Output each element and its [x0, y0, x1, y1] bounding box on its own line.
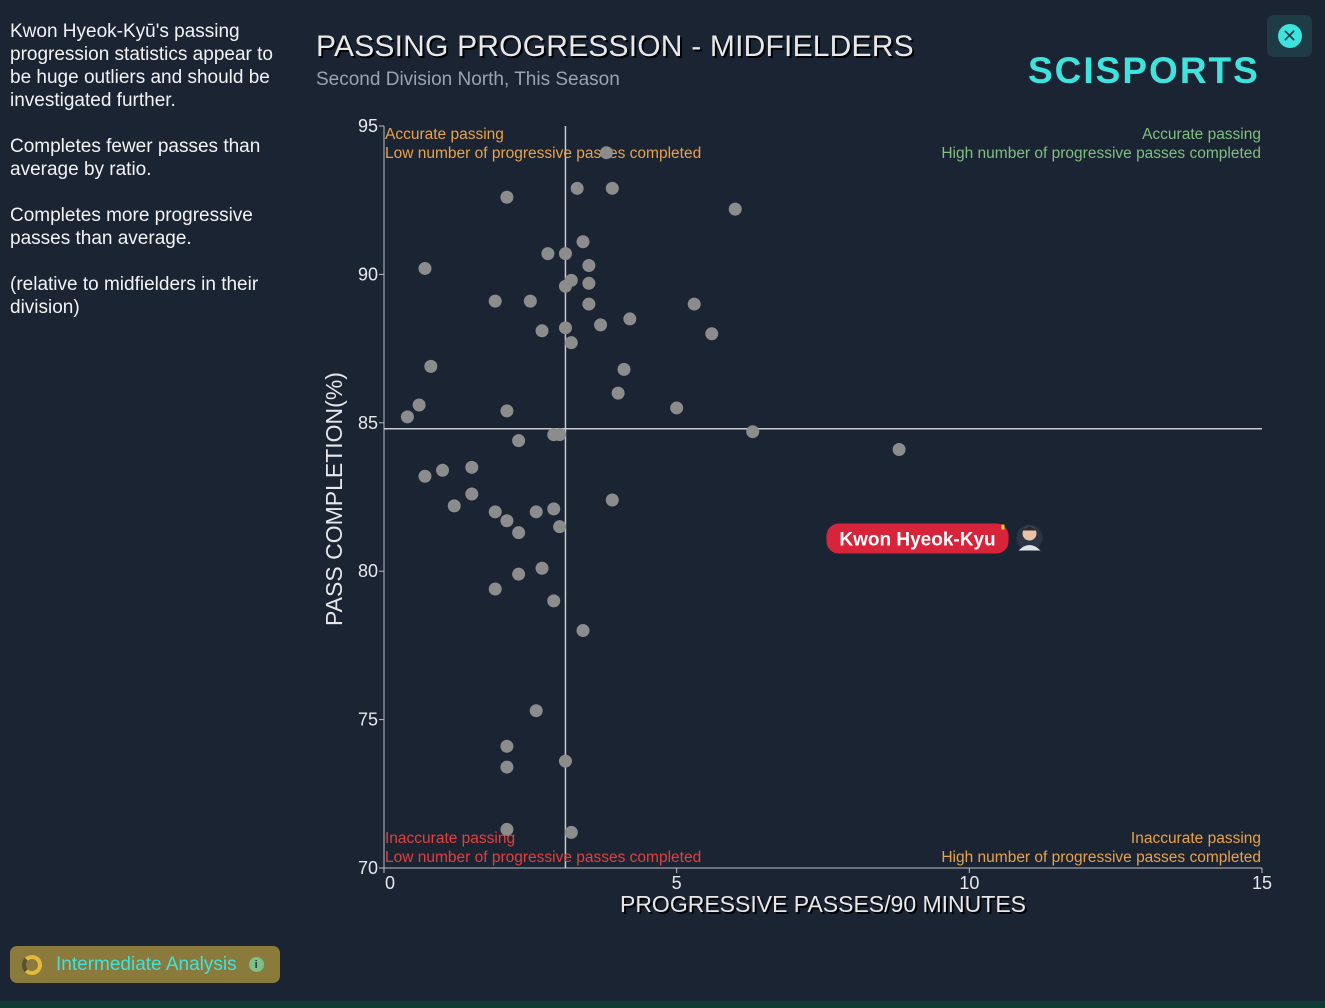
quadrant-label-bottom-left: Low number of progressive passes complet… [385, 849, 701, 866]
quadrant-label-top-left: Accurate passing [385, 126, 504, 143]
info-icon[interactable]: i [248, 957, 264, 972]
data-point [547, 594, 561, 608]
data-point [582, 276, 596, 290]
data-point [576, 235, 590, 249]
data-point [599, 146, 613, 160]
data-point [541, 247, 555, 261]
y-tick-label: 90 [358, 264, 378, 284]
data-point [535, 561, 549, 575]
close-button[interactable]: ✕ [1267, 15, 1312, 57]
close-circle-icon: ✕ [1277, 24, 1302, 48]
data-point [436, 463, 450, 477]
data-point [412, 398, 426, 412]
data-point [488, 582, 502, 596]
data-point [500, 404, 514, 418]
data-point [500, 822, 514, 836]
data-point [558, 279, 572, 293]
chart-title: PASSING PROGRESSION - MIDFIELDERS [316, 30, 914, 63]
quadrant-label-top-right: Accurate passing [1142, 126, 1261, 143]
data-point [500, 514, 514, 528]
data-point [512, 434, 526, 448]
insight-completion-text: Completes fewer passes than average by r… [10, 136, 261, 180]
insight-outlier-text: Kwon Hyeok-Kyū's passing progression st… [10, 21, 273, 111]
data-point [488, 294, 502, 308]
data-point [705, 327, 719, 341]
bottom-border [0, 1001, 1325, 1008]
data-point [611, 386, 625, 400]
data-point [570, 181, 584, 195]
data-point [728, 202, 742, 216]
data-point [564, 336, 578, 350]
badge-label: Intermediate Analysis [56, 953, 237, 975]
chart-subtitle: Second Division North, This Season [316, 69, 620, 90]
avatar-hair [1022, 526, 1037, 531]
highlight-marker-icon [1001, 524, 1005, 530]
y-tick-label: 95 [358, 116, 378, 136]
y-tick-label: 70 [358, 858, 378, 878]
quadrant-label-bottom-right: High number of progressive passes comple… [941, 849, 1261, 866]
data-point [892, 443, 906, 457]
data-point [418, 469, 432, 483]
data-point [512, 526, 526, 540]
insight-context-text: (relative to midfielders in their divisi… [10, 274, 259, 318]
data-point [594, 318, 608, 332]
data-point [465, 487, 479, 501]
data-point [623, 312, 637, 326]
x-tick-label: 5 [672, 873, 682, 893]
data-point [488, 505, 502, 519]
data-point [400, 410, 414, 424]
data-point [529, 704, 543, 718]
data-point [553, 428, 567, 442]
data-point [500, 190, 514, 204]
data-point [523, 294, 537, 308]
data-point [558, 247, 572, 261]
quadrant-label-bottom-left: Inaccurate passing [385, 830, 515, 847]
scisports-logo: SCISPORTS [1028, 50, 1260, 91]
y-tick-label: 85 [358, 413, 378, 433]
quadrant-label-top-left: Low number of progressive passes complet… [385, 145, 701, 162]
data-point [564, 825, 578, 839]
progress-ring-icon [22, 954, 42, 975]
data-point [558, 321, 572, 335]
data-point [447, 499, 461, 513]
y-tick-label: 80 [358, 561, 378, 581]
x-tick-label: 15 [1252, 873, 1272, 893]
data-point [547, 502, 561, 516]
data-point [512, 567, 526, 581]
insight-panel: Kwon Hyeok-Kyū's passing progression st… [10, 20, 295, 342]
data-point [500, 760, 514, 774]
data-point [582, 258, 596, 272]
x-tick-label: 0 [385, 873, 395, 893]
y-axis-label: PASS COMPLETION(%) [321, 372, 347, 626]
data-point [465, 460, 479, 474]
data-point [529, 505, 543, 519]
data-point [576, 624, 590, 638]
insight-progressive-text: Completes more progressive passes than a… [10, 205, 253, 249]
data-point [558, 754, 572, 768]
data-point [687, 297, 701, 311]
x-axis-label: PROGRESSIVE PASSES/90 MINUTES [620, 891, 1026, 917]
data-point [418, 261, 432, 275]
data-point [424, 359, 438, 373]
data-point [746, 425, 760, 439]
data-point [670, 401, 684, 415]
avatar-shirt [1018, 545, 1041, 551]
y-tick-label: 75 [358, 710, 378, 730]
x-tick-label: 10 [959, 873, 979, 893]
data-point [605, 181, 619, 195]
data-point [605, 493, 619, 507]
data-point [617, 362, 631, 376]
highlight-player-pill [826, 523, 1009, 554]
data-point [553, 520, 567, 534]
quadrant-label-bottom-right: Inaccurate passing [1131, 830, 1261, 847]
highlight-player-name: Kwon Hyeok-Kyu [839, 530, 995, 551]
data-point [582, 297, 596, 311]
data-point [535, 324, 549, 338]
intermediate-analysis-badge[interactable]: Intermediate Analysis i [10, 946, 280, 983]
quadrant-label-top-right: High number of progressive passes comple… [941, 145, 1261, 162]
data-point [500, 739, 514, 753]
